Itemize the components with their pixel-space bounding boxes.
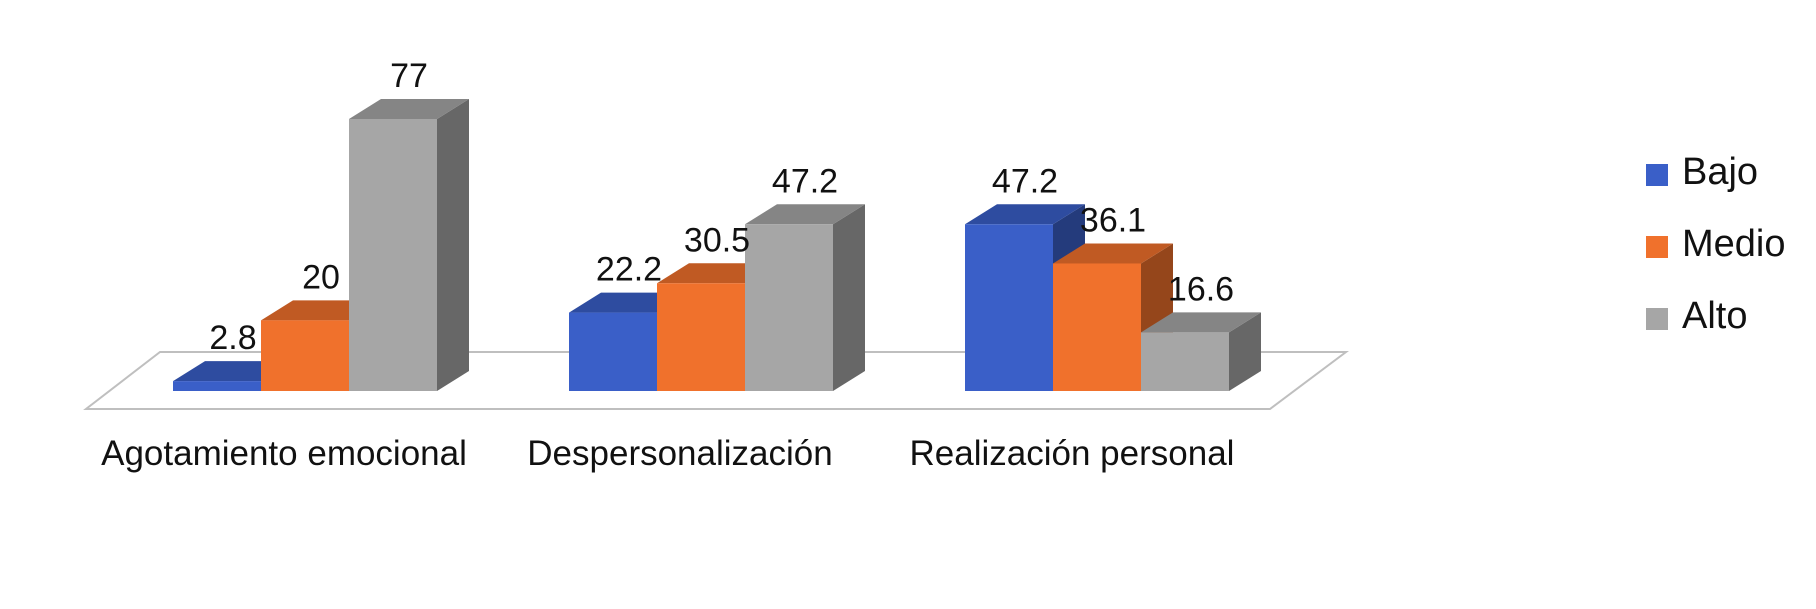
data-label-medio-agotamiento-emocional: 20 [302,258,340,296]
bar-alto-realizacion-personal [1141,312,1261,391]
data-label-medio-despersonalizacion: 30.5 [684,221,750,259]
data-label-bajo-agotamiento-emocional: 2.8 [209,319,256,357]
category-label-despersonalizacion: Despersonalización [527,434,832,473]
legend-label: Bajo [1682,151,1758,193]
legend-swatch [1646,164,1668,186]
data-label-medio-realizacion-personal: 36.1 [1080,201,1146,239]
legend-swatch [1646,236,1668,258]
legend-item-medio: Medio [1646,223,1786,265]
legend-label: Medio [1682,223,1786,265]
bar-alto-agotamiento-emocional [349,99,469,391]
data-label-alto-agotamiento-emocional: 77 [390,57,428,95]
data-label-layer: 2.8 20 77 22.2 30.5 47.2 47.2 36.1 16.6 [209,57,1234,357]
category-label-realizacion-personal: Realización personal [910,434,1235,473]
category-label-agotamiento-emocional: Agotamiento emocional [101,434,467,473]
data-label-bajo-realizacion-personal: 47.2 [992,162,1058,200]
legend-item-alto: Alto [1646,295,1747,337]
category-axis: Agotamiento emocional Despersonalización R… [101,434,1234,473]
data-label-alto-realizacion-personal: 16.6 [1168,270,1234,308]
legend: Bajo Medio Alto [1646,151,1786,337]
bar-alto-despersonalizacion [745,204,865,391]
legend-item-bajo: Bajo [1646,151,1758,193]
data-label-alto-despersonalizacion: 47.2 [772,162,838,200]
bar-layer [173,99,1261,391]
legend-label: Alto [1682,295,1747,337]
legend-swatch [1646,308,1668,330]
data-label-bajo-despersonalizacion: 22.2 [596,251,662,289]
